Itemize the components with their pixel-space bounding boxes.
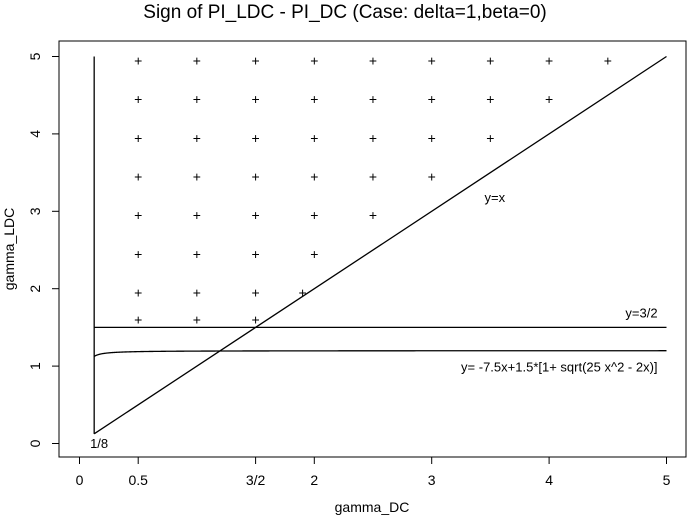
plus-marker: + [369,52,377,68]
plus-marker: + [369,91,377,107]
plus-marker: + [134,130,142,146]
plus-marker: + [604,52,612,68]
plus-marker: + [134,91,142,107]
y-tick-label: 0 [27,439,43,447]
plus-marker: + [252,285,260,301]
x-tick-label: 2 [310,472,318,488]
plus-marker: + [193,168,201,184]
y-axis: 0 1 2 3 4 5 [27,52,60,447]
plus-marker: + [134,168,142,184]
plus-marker: + [252,91,260,107]
plus-marker: + [252,207,260,223]
plus-marker: + [193,285,201,301]
y-tick-label: 4 [27,130,43,138]
plus-marker: + [428,52,436,68]
plus-marker: + [134,312,142,328]
plus-marker: + [545,52,553,68]
plus-marker: + [428,91,436,107]
plus-marker: + [252,312,260,328]
chart-title: Sign of PI_LDC - PI_DC (Case: delta=1,be… [143,2,546,23]
x-tick-label: 0 [76,472,84,488]
plus-marker: + [428,130,436,146]
plus-marker: + [428,168,436,184]
plus-marker: + [310,52,318,68]
plus-marker: + [486,130,494,146]
plus-marker: + [486,52,494,68]
plus-marker: + [193,52,201,68]
y-tick-label: 5 [27,52,43,60]
x-tick-label: 3/2 [246,472,266,488]
curves [93,55,667,435]
annotation: y=3/2 [625,305,657,320]
x-tick-label: 5 [663,472,671,488]
annotation: 1/8 [90,436,108,451]
plus-marker: + [252,246,260,262]
x-axis: 0 0.5 3/2 2 3 4 5 [76,456,671,488]
x-axis-label: gamma_DC [335,499,410,515]
plus-marker: + [193,130,201,146]
plus-marker: + [134,285,142,301]
plus-marker: + [369,168,377,184]
y-tick-label: 3 [27,207,43,215]
plus-marker: + [134,52,142,68]
y-tick-label: 1 [27,362,43,370]
plus-marker: + [310,207,318,223]
plus-marker: + [310,130,318,146]
plus-marker: + [134,246,142,262]
plus-marker: + [310,246,318,262]
plus-markers: + + + + + + + + + + + + + + + + + + + + + + + + + + + + + + + + + + + + + + + +… [134,52,612,327]
annotation: y=x [485,190,506,205]
x-tick-label: 0.5 [128,472,148,488]
x-tick-label: 4 [545,472,553,488]
plus-marker: + [252,130,260,146]
y-tick-label: 2 [27,285,43,293]
plus-marker: + [310,91,318,107]
annotation: y= -7.5x+1.5*[1+ sqrt(25 x^2 - 2x)] [461,360,658,375]
plus-marker: + [134,207,142,223]
plus-marker: + [298,285,306,301]
plus-marker: + [193,91,201,107]
plus-marker: + [252,168,260,184]
plus-marker: + [193,207,201,223]
line-0 [93,55,667,435]
plus-marker: + [545,91,553,107]
plus-marker: + [310,168,318,184]
plus-marker: + [193,246,201,262]
y-axis-label: gamma_LDC [1,208,17,290]
plus-marker: + [369,207,377,223]
plus-marker: + [486,91,494,107]
annotations: y=x y=3/2 y= -7.5x+1.5*[1+ sqrt(25 x^2 - 2… [90,190,658,451]
plus-marker: + [369,130,377,146]
curve-function [93,350,667,358]
plus-marker: + [252,52,260,68]
plus-marker: + [193,312,201,328]
x-tick-label: 3 [428,472,436,488]
